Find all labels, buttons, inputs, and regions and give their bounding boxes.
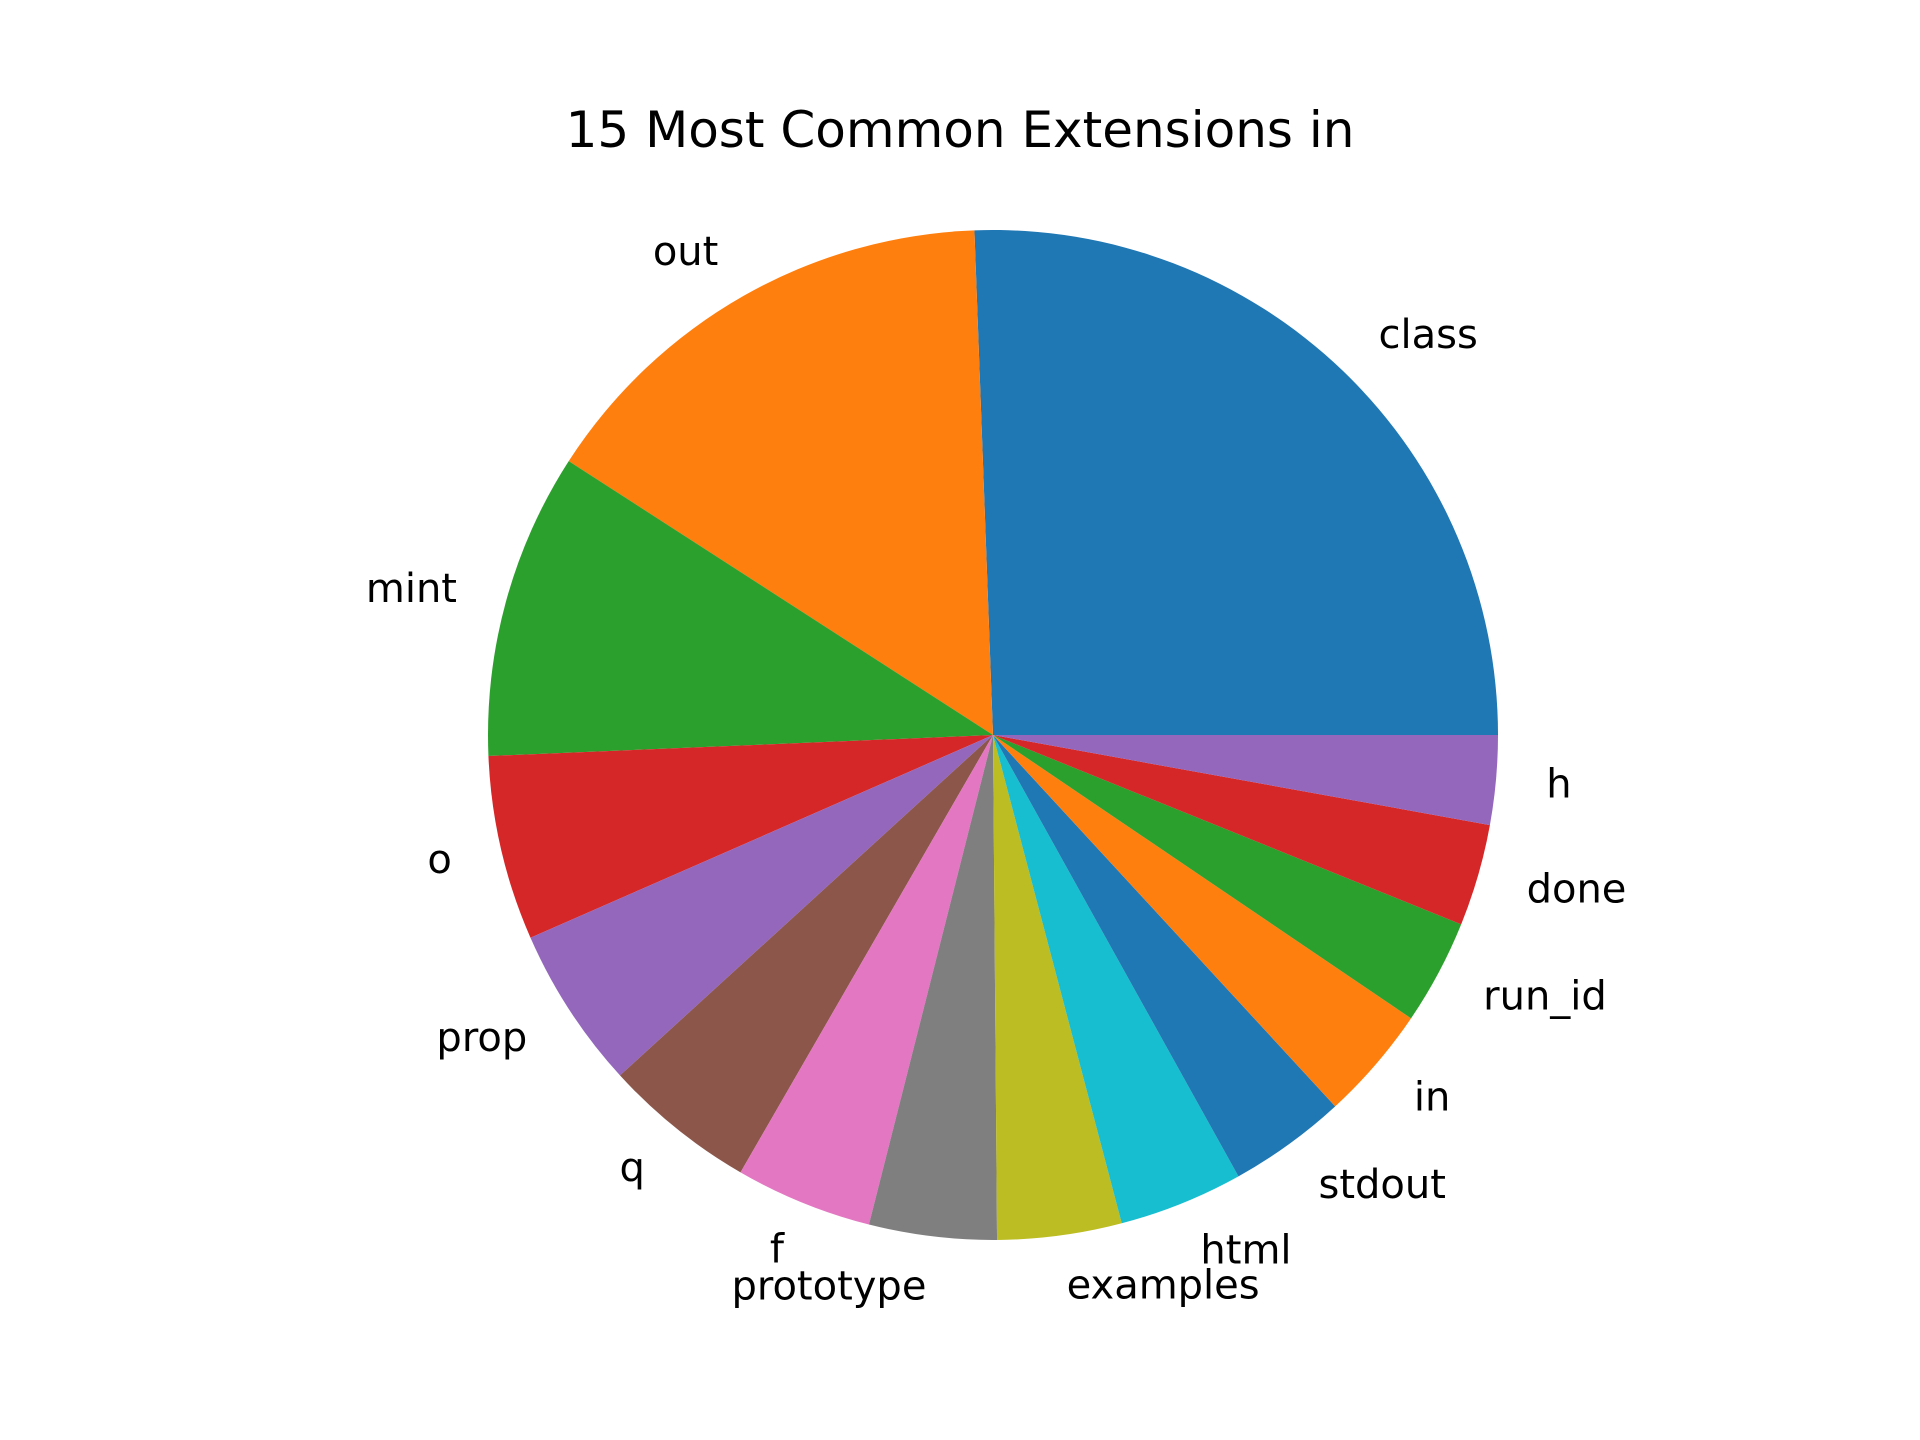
pie-label-prototype: prototype (731, 1263, 926, 1309)
pie-slice-run-id (993, 735, 1462, 1019)
pie-label-o: o (427, 837, 451, 883)
pie-slice-stdout (993, 735, 1336, 1177)
pie-slice-html (993, 735, 1239, 1224)
chart-title: 15 Most Common Extensions in (565, 101, 1355, 159)
pie-label-in: in (1414, 1074, 1450, 1120)
pie-label-q: q (619, 1145, 644, 1191)
pie-label-mint: mint (366, 566, 457, 612)
pie-label-h: h (1546, 762, 1571, 808)
pie-label-prop: prop (436, 1015, 527, 1061)
pie-slices (488, 229, 1498, 1240)
pie-slice-out (568, 230, 993, 736)
pie-slice-class (974, 229, 1498, 735)
pie-label-done: done (1527, 866, 1627, 912)
pie-slice-o (488, 735, 993, 938)
pie-slice-prototype (868, 735, 998, 1240)
pie-label-class: class (1378, 312, 1477, 358)
pie-slice-h (993, 735, 1498, 826)
pie-slice-q (619, 735, 993, 1173)
pie-slice-in (993, 735, 1412, 1107)
pie-slice-done (993, 735, 1490, 925)
pie-label-f: f (770, 1227, 785, 1273)
pie-slice-mint (488, 461, 993, 757)
pie-slice-examples (993, 735, 1122, 1240)
pie-label-stdout: stdout (1319, 1162, 1446, 1208)
pie-label-run-id: run_id (1483, 973, 1607, 1019)
pie-label-out: out (653, 229, 719, 275)
pie-slice-prop (530, 735, 993, 1076)
pie-slice-f (740, 735, 993, 1225)
pie-label-examples: examples (1067, 1263, 1260, 1309)
pie-label-html: html (1200, 1227, 1291, 1273)
